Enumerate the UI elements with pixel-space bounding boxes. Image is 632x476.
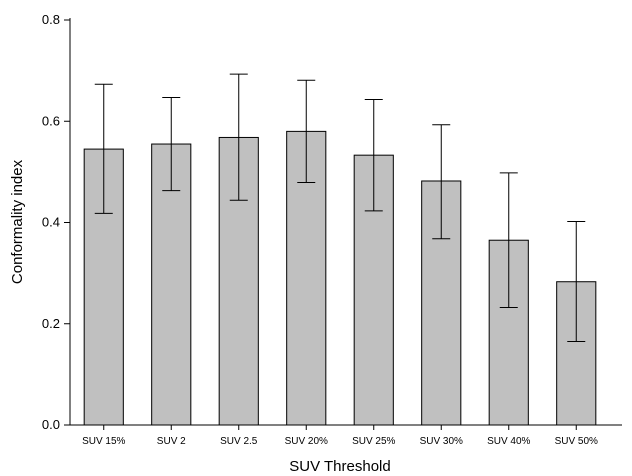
- bars-group: [83, 130, 597, 426]
- x-tick-label: SUV 50%: [555, 436, 598, 447]
- x-tick-label: SUV 30%: [420, 436, 463, 447]
- y-tick-label: 0.0: [42, 417, 60, 432]
- x-axis: SUV 15% SUV 2 SUV 2.5 SUV 20% SUV 25% SUV 30%…: [70, 424, 622, 447]
- x-tick-label: SUV 20%: [285, 436, 328, 447]
- y-tick-label: 0.8: [42, 12, 60, 27]
- y-tick-label: 0.6: [42, 113, 60, 128]
- x-tick-label: SUV 25%: [352, 436, 395, 447]
- x-tick-label: SUV 15%: [82, 436, 125, 447]
- y-axis: 0.0 0.2 0.4 0.6 0.8: [42, 12, 71, 432]
- y-tick-label: 0.2: [42, 316, 60, 331]
- x-tick-label: SUV 40%: [487, 436, 530, 447]
- error-bars-group: [94, 73, 586, 342]
- x-axis-title: SUV Threshold: [289, 458, 390, 475]
- x-tick-label: SUV 2.5: [220, 436, 258, 447]
- y-axis-title: Conformality index: [9, 159, 26, 284]
- x-tick-label: SUV 2: [157, 436, 186, 447]
- y-tick-label: 0.4: [42, 215, 60, 230]
